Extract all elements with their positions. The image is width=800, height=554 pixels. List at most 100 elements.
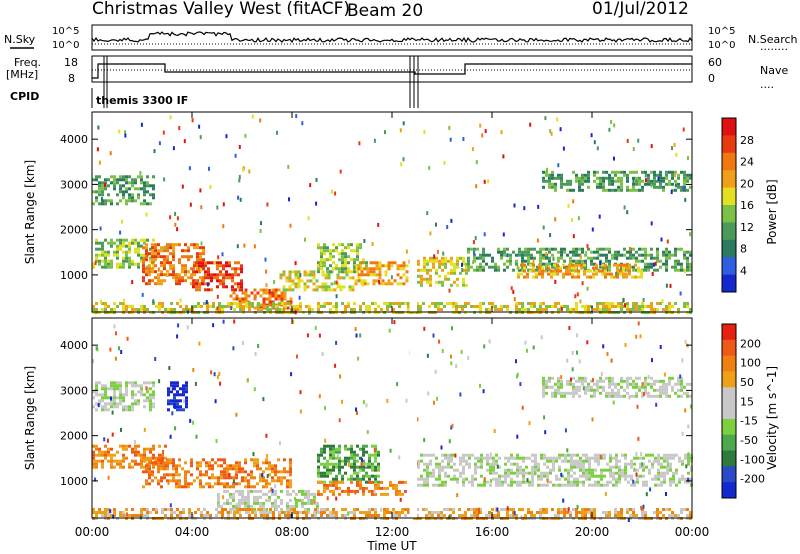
heatmap-cell bbox=[523, 266, 526, 270]
heatmap-cell bbox=[546, 456, 549, 460]
heatmap-cell bbox=[320, 453, 323, 457]
heatmap-cell bbox=[92, 390, 95, 394]
heatmap-cell bbox=[570, 480, 573, 484]
heatmap-cell bbox=[527, 308, 530, 311]
heatmap-cell bbox=[665, 247, 668, 251]
heatmap-cell bbox=[582, 468, 585, 472]
heatmap-cell bbox=[542, 247, 545, 251]
heatmap-cell bbox=[432, 453, 435, 457]
heatmap-cell bbox=[107, 408, 110, 412]
heatmap-cell bbox=[404, 514, 407, 517]
heatmap-cell bbox=[119, 462, 122, 466]
heatmap-cell bbox=[98, 262, 101, 266]
heatmap-cell bbox=[644, 385, 647, 389]
heatmap-cell bbox=[184, 243, 187, 247]
heatmap-cell bbox=[113, 324, 116, 329]
heatmap-cell bbox=[163, 467, 166, 471]
heatmap-cell bbox=[569, 308, 572, 311]
heatmap-cell bbox=[101, 259, 104, 263]
heatmap-cell bbox=[149, 193, 152, 197]
heatmap-cell bbox=[680, 247, 683, 251]
heatmap-cell bbox=[176, 384, 179, 388]
heatmap-cell bbox=[107, 402, 110, 406]
heatmap-cell bbox=[578, 182, 581, 186]
heatmap-cell bbox=[125, 512, 128, 517]
heatmap-cell bbox=[503, 262, 506, 266]
heatmap-cell bbox=[216, 267, 219, 271]
heatmap-cell bbox=[563, 508, 566, 511]
heatmap-cell bbox=[372, 273, 376, 277]
heatmap-cell bbox=[576, 505, 579, 509]
heatmap-cell bbox=[560, 375, 563, 380]
nave-label: Nave bbox=[760, 64, 788, 77]
heatmap-cell bbox=[290, 508, 293, 511]
heatmap-cell bbox=[294, 261, 297, 266]
heatmap-cell bbox=[151, 473, 154, 477]
heatmap-cell bbox=[282, 288, 286, 292]
heatmap-cell bbox=[353, 471, 356, 475]
heatmap-cell bbox=[143, 305, 146, 308]
heatmap-cell bbox=[253, 476, 256, 480]
heatmap-cell bbox=[444, 456, 447, 460]
heatmap-cell bbox=[285, 279, 289, 283]
heatmap-cell bbox=[609, 468, 612, 472]
heatmap-cell bbox=[338, 468, 341, 472]
heatmap-cell bbox=[611, 394, 614, 398]
heatmap-cell bbox=[687, 456, 690, 460]
heatmap-cell bbox=[587, 173, 590, 177]
heatmap-cell bbox=[447, 465, 450, 469]
heatmap-cell bbox=[284, 514, 287, 517]
heatmap-cell bbox=[429, 274, 432, 278]
heatmap-cell bbox=[618, 480, 621, 484]
heatmap-cell bbox=[303, 270, 307, 274]
heatmap-cell bbox=[213, 273, 216, 277]
heatmap-cell bbox=[298, 510, 301, 514]
heatmap-cell bbox=[280, 489, 283, 493]
heatmap-cell bbox=[626, 302, 629, 305]
heatmap-cell bbox=[575, 379, 578, 383]
heatmap-cell bbox=[464, 305, 467, 308]
heatmap-cell bbox=[524, 250, 527, 254]
heatmap-cell bbox=[342, 285, 346, 289]
heatmap-cell bbox=[680, 188, 683, 192]
heatmap-cell bbox=[235, 489, 238, 493]
heatmap-cell bbox=[682, 127, 685, 132]
heatmap-cell bbox=[666, 239, 669, 244]
heatmap-cell bbox=[297, 282, 301, 286]
heatmap-cell bbox=[606, 351, 609, 356]
heatmap-cell bbox=[689, 262, 692, 266]
heatmap-cell bbox=[208, 467, 211, 471]
heatmap-cell bbox=[520, 515, 523, 520]
heatmap-cell bbox=[365, 261, 368, 265]
heatmap-cell bbox=[285, 288, 289, 292]
heatmap-cell bbox=[355, 407, 357, 412]
heatmap-cell bbox=[182, 508, 185, 511]
heatmap-cell bbox=[347, 492, 350, 496]
heatmap-cell bbox=[581, 508, 584, 511]
heatmap-cell bbox=[110, 399, 113, 403]
heatmap-cell bbox=[591, 471, 594, 475]
heatmap-cell bbox=[276, 307, 279, 312]
heatmap-cell bbox=[294, 273, 298, 277]
heatmap-cell bbox=[581, 305, 584, 308]
heatmap-cell bbox=[196, 264, 199, 268]
heatmap-cell bbox=[686, 256, 689, 260]
heatmap-cell bbox=[323, 508, 326, 511]
heatmap-cell bbox=[140, 453, 143, 457]
heatmap-cell bbox=[396, 264, 400, 268]
heatmap-cell bbox=[497, 247, 500, 251]
heatmap-cell bbox=[356, 444, 359, 448]
heatmap-cell bbox=[450, 256, 453, 260]
heatmap-cell bbox=[614, 253, 617, 257]
heatmap-cell bbox=[107, 184, 110, 188]
heatmap-cell bbox=[515, 262, 518, 266]
heatmap-cell bbox=[617, 185, 620, 189]
heatmap-cell bbox=[193, 246, 196, 250]
heatmap-cell bbox=[506, 265, 509, 269]
heatmap-cell bbox=[677, 185, 680, 189]
heatmap-cell bbox=[616, 275, 619, 279]
heatmap-cell bbox=[662, 262, 665, 266]
heatmap-cell bbox=[287, 302, 290, 305]
heatmap-cell bbox=[462, 459, 465, 463]
heatmap-cell bbox=[329, 270, 332, 274]
